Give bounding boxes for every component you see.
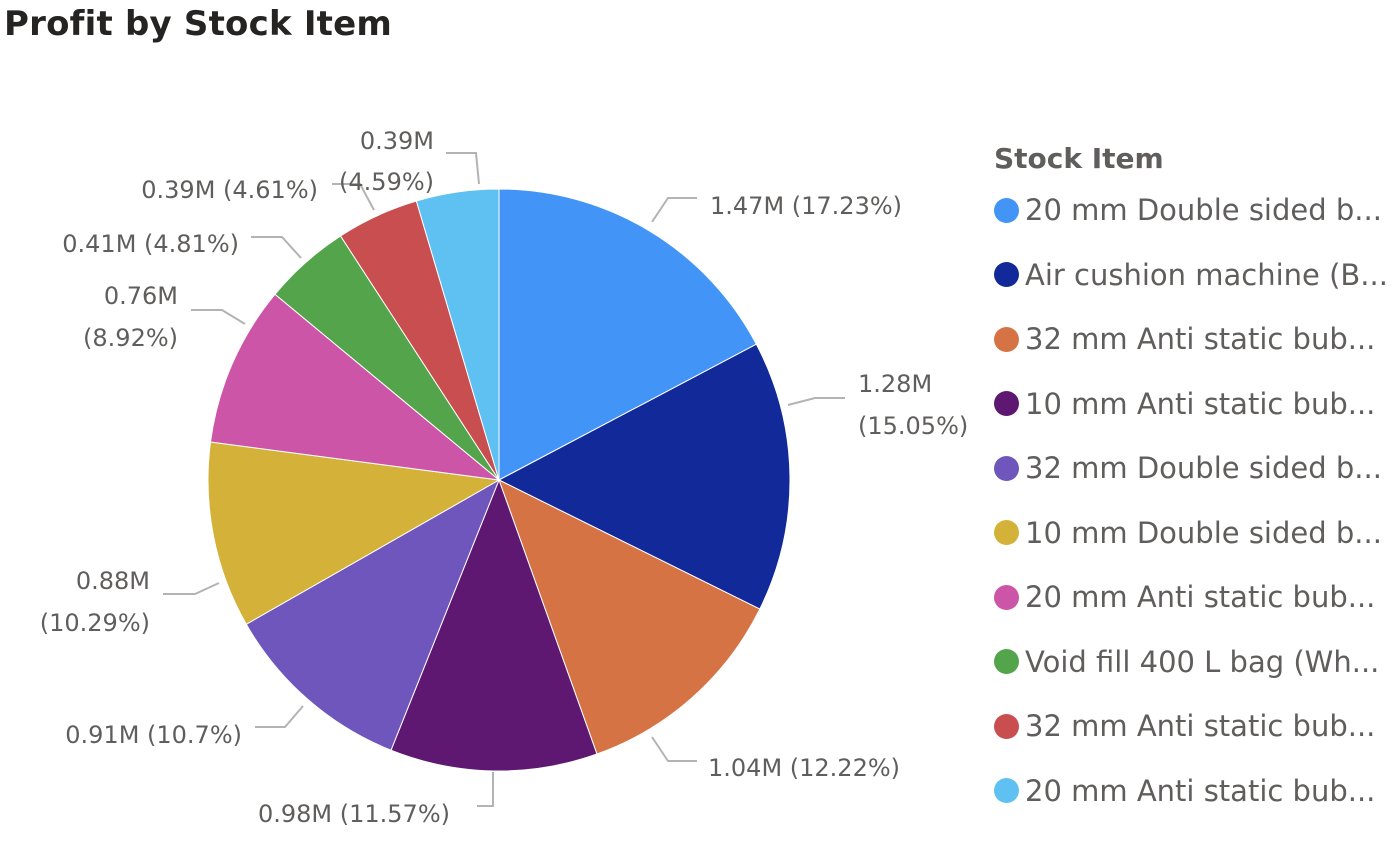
data-label: 0.41M (4.81%) — [62, 230, 239, 258]
leader-line — [251, 237, 301, 258]
data-label: 1.04M (12.22%) — [708, 754, 900, 782]
legend-marker — [994, 778, 1019, 803]
legend-marker — [994, 520, 1019, 545]
legend-label: Void fill 400 L bag (Wh... — [1025, 645, 1379, 679]
legend-marker — [994, 714, 1019, 739]
legend-label: 20 mm Anti static bub... — [1025, 580, 1375, 614]
legend-label: Air cushion machine (B... — [1025, 258, 1388, 292]
leader-line — [477, 772, 493, 806]
legend-item[interactable]: Void fill 400 L bag (Wh... — [994, 630, 1400, 695]
data-label: 1.28M — [858, 370, 932, 398]
legend-label: 20 mm Anti static bub... — [1025, 774, 1375, 808]
data-label: (4.59%) — [339, 168, 434, 196]
leader-line — [788, 398, 845, 405]
legend-item[interactable]: 10 mm Anti static bub... — [994, 372, 1400, 437]
leader-line — [652, 737, 697, 761]
legend-item[interactable]: 20 mm Double sided b... — [994, 178, 1400, 243]
data-label: (10.29%) — [40, 609, 150, 637]
leader-line — [446, 153, 479, 184]
legend-item[interactable]: 20 mm Anti static bub... — [994, 759, 1400, 824]
legend-label: 32 mm Anti static bub... — [1025, 322, 1375, 356]
data-label: (8.92%) — [83, 324, 178, 352]
legend-title: Stock Item — [994, 140, 1400, 178]
leader-line — [652, 198, 697, 222]
leader-line — [163, 583, 219, 594]
legend-item[interactable]: 20 mm Anti static bub... — [994, 565, 1400, 630]
data-label: 0.39M — [360, 127, 434, 155]
data-label: 0.98M (11.57%) — [258, 800, 450, 828]
legend-item[interactable]: 32 mm Anti static bub... — [994, 307, 1400, 372]
legend-marker — [994, 391, 1019, 416]
legend: Stock Item 20 mm Double sided b... Air cu… — [994, 140, 1400, 823]
legend-label: 32 mm Double sided b... — [1025, 451, 1382, 485]
data-label: 0.39M (4.61%) — [141, 176, 318, 204]
data-label: 0.91M (10.7%) — [65, 721, 242, 749]
legend-label: 32 mm Anti static bub... — [1025, 709, 1375, 743]
legend-item[interactable]: Air cushion machine (B... — [994, 243, 1400, 308]
legend-label: 20 mm Double sided b... — [1025, 193, 1382, 227]
legend-marker — [994, 585, 1019, 610]
legend-item[interactable]: 32 mm Double sided b... — [994, 436, 1400, 501]
legend-item[interactable]: 10 mm Double sided b... — [994, 501, 1400, 566]
data-label: 0.88M — [76, 567, 150, 595]
leader-line — [191, 310, 245, 324]
legend-label: 10 mm Anti static bub... — [1025, 387, 1375, 421]
legend-marker — [994, 327, 1019, 352]
legend-marker — [994, 456, 1019, 481]
data-label: (15.05%) — [858, 412, 968, 440]
data-label: 1.47M (17.23%) — [710, 192, 902, 220]
legend-label: 10 mm Double sided b... — [1025, 516, 1382, 550]
data-label: 0.76M — [104, 282, 178, 310]
legend-marker — [994, 649, 1019, 674]
legend-item[interactable]: 32 mm Anti static bub... — [994, 694, 1400, 759]
leader-line — [255, 706, 303, 727]
legend-marker — [994, 198, 1019, 223]
legend-marker — [994, 262, 1019, 287]
